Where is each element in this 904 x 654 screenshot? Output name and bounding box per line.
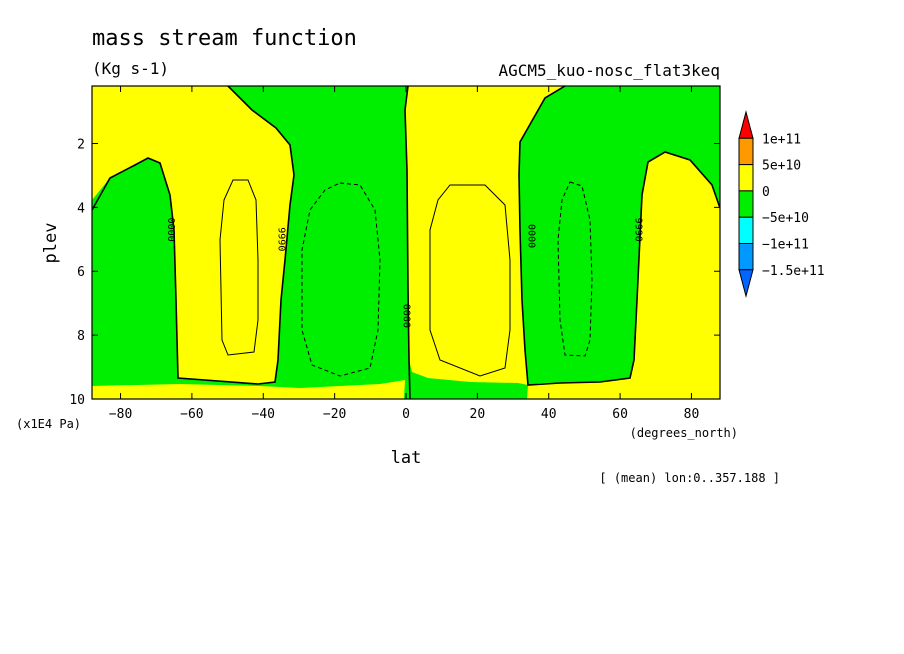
negative-contour-nh — [557, 181, 593, 357]
y-axis-label: plev — [41, 223, 61, 264]
colorbar-label: −1e+11 — [762, 238, 809, 253]
positive-region-top-edge — [92, 86, 228, 96]
experiment-name: AGCM5_kuo-nosc_flat3keq — [498, 61, 720, 80]
chart-units: (Kg s-1) — [92, 59, 169, 78]
colorbar-swatch — [738, 164, 754, 192]
zero-contour-sh — [92, 86, 295, 385]
x-axis: −80 −60 −40 −20 0 20 40 60 80 — [109, 86, 699, 422]
positive-contour-tropics — [429, 184, 511, 377]
y-tick-label: 4 — [77, 201, 85, 216]
negative-region-equator-surface — [412, 380, 527, 399]
positive-contour-sh — [219, 179, 259, 356]
colorbar-swatch — [738, 190, 754, 218]
zero-contour-equator — [404, 86, 411, 399]
x-tick-label: 20 — [470, 407, 486, 422]
colorbar-label: 0 — [762, 185, 770, 200]
colorbar-label: 1e+11 — [762, 132, 801, 147]
y-tick-label: 2 — [77, 137, 85, 152]
y-axis-units: (x1E4 Pa) — [16, 417, 81, 431]
negative-contour-sh — [301, 182, 381, 377]
x-tick-label: −20 — [323, 407, 346, 422]
y-axis: 2 4 6 8 10 — [69, 137, 720, 408]
colorbar-swatch — [738, 137, 754, 166]
contour-label: 9990 — [276, 227, 287, 251]
colorbar-label: −5e+10 — [762, 211, 809, 226]
contour-label: 0000 — [165, 218, 176, 242]
x-tick-label: 60 — [612, 407, 628, 422]
colorbar-swatch — [738, 110, 754, 139]
colorbar-swatch — [738, 243, 754, 271]
y-tick-label: 8 — [77, 329, 85, 344]
positive-region-nh-outer — [527, 86, 720, 399]
positive-region-tropics — [405, 86, 565, 385]
mean-note: [ (mean) lon:0..357.188 ] — [599, 471, 780, 485]
colorbar-label: −1.5e+11 — [762, 264, 825, 279]
contour-label: 0000 — [401, 304, 412, 328]
contour-label-layer: 0000 9990 0000 0000 9990 — [165, 218, 643, 328]
colorbar-label: 5e+10 — [762, 159, 801, 174]
x-tick-label: 40 — [541, 407, 557, 422]
x-axis-units: (degrees_north) — [630, 426, 738, 440]
y-tick-label: 6 — [77, 265, 85, 280]
colorbar: 1e+11 5e+10 0 −5e+10 −1e+11 −1.5e+11 — [738, 110, 825, 299]
plot-area: 0000 9990 0000 0000 9990 — [91, 85, 721, 400]
positive-region-bottom-left — [92, 380, 405, 399]
contour-label: 9990 — [632, 218, 643, 242]
y-tick-label: 10 — [69, 393, 85, 408]
zero-contour-tropics — [518, 86, 720, 386]
x-tick-label: 0 — [402, 407, 410, 422]
contour-label: 0000 — [525, 224, 536, 248]
colorbar-swatch — [738, 216, 754, 244]
x-tick-label: −60 — [180, 407, 203, 422]
chart-title: mass stream function — [92, 26, 357, 51]
colorbar-swatch — [738, 269, 754, 299]
x-tick-label: −40 — [252, 407, 275, 422]
x-tick-label: 80 — [684, 407, 700, 422]
x-axis-label: lat — [391, 448, 422, 468]
x-tick-label: −80 — [109, 407, 132, 422]
